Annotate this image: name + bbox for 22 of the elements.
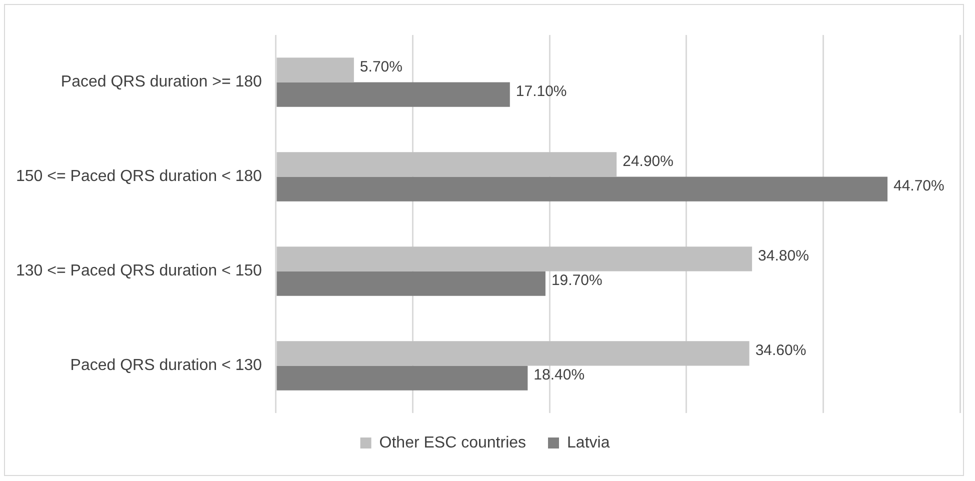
bar [276, 271, 546, 296]
data-label: 34.60% [755, 342, 806, 360]
data-label: 19.70% [551, 272, 602, 290]
data-label: 44.70% [893, 178, 944, 195]
bar [276, 58, 354, 82]
y-tick-label: 130 <= Paced QRS duration < 150 [16, 262, 262, 280]
y-tick-label: 150 <= Paced QRS duration < 180 [16, 168, 262, 186]
bar [276, 246, 752, 272]
bar [276, 341, 750, 366]
bar [276, 366, 528, 390]
y-tick-label: Paced QRS duration < 130 [70, 357, 262, 374]
bar [276, 82, 510, 107]
legend-label: Latvia [567, 434, 610, 452]
data-label: 24.90% [622, 153, 674, 170]
bar [276, 152, 617, 177]
bar [276, 176, 888, 202]
data-label: 18.40% [534, 366, 585, 384]
data-label: 34.80% [758, 248, 809, 265]
data-label: 17.10% [516, 83, 567, 100]
legend-label: Other ESC countries [379, 434, 526, 452]
data-label: 5.70% [360, 58, 402, 76]
y-tick-label: Paced QRS duration >= 180 [60, 74, 262, 91]
